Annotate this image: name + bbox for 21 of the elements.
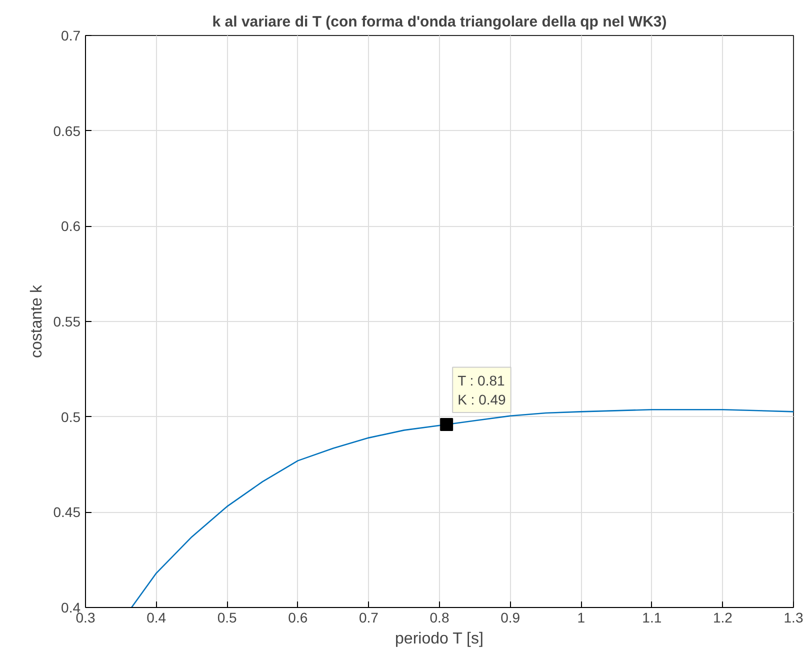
line-series: [130, 408, 794, 608]
chart-title: k al variare di T (con forma d'onda triangolare della qp nel WK3): [212, 14, 667, 30]
annotation: T : 0.81 K : 0.49: [458, 372, 506, 408]
x-tick-label: 1.2: [712, 610, 733, 626]
x-axis-title: periodo T [s]: [395, 630, 484, 648]
x-tick-label: 0.6: [288, 610, 308, 626]
y-tick-label: 0.65: [53, 122, 81, 139]
y-tick-label: 0.6: [61, 218, 81, 234]
y-tick-label: 0.45: [53, 504, 81, 520]
y-axis-title: costante k: [28, 284, 46, 358]
x-tick-label: 1: [577, 610, 586, 626]
y-tick-label: 0.7: [61, 28, 81, 44]
x-tick-label: 0.4: [146, 610, 166, 626]
x-tick-label: 1.3: [784, 610, 804, 626]
x-tick-label: 0.5: [217, 610, 238, 626]
y-tick-label: 0.55: [53, 314, 81, 330]
x-tick-label: 0.7: [358, 610, 379, 626]
x-tick-label: 1.1: [642, 610, 662, 626]
y-tick-label: 0.5: [61, 408, 81, 425]
x-tick-label: 0.8: [430, 610, 450, 626]
x-tick-label: 0.9: [500, 610, 520, 626]
